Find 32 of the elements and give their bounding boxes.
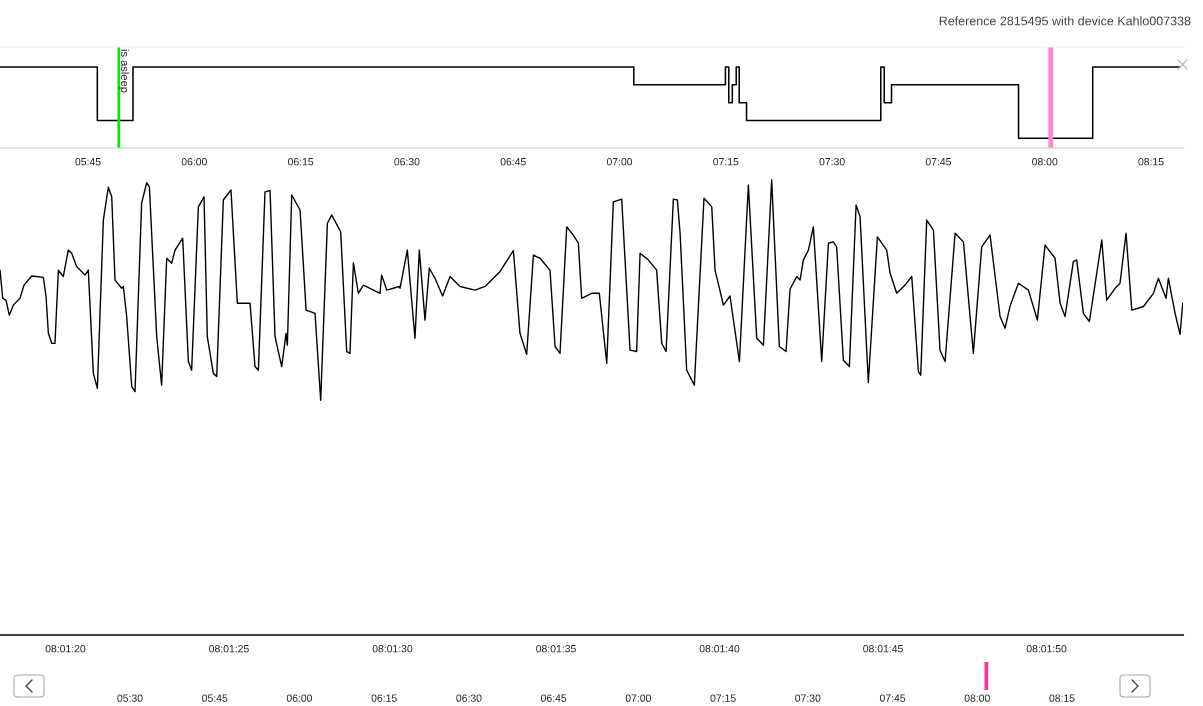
x-tick-label: 08:01:45 [863, 645, 903, 653]
x-tick-label: 06:45 [541, 694, 567, 702]
x-tick-label: 06:15 [287, 158, 314, 166]
x-tick-label: 07:00 [625, 694, 651, 702]
x-tick-label: 06:15 [371, 694, 397, 702]
x-tick-label: 07:30 [819, 158, 845, 166]
x-tick-label: 06:30 [456, 694, 482, 702]
x-tick-label: 08:01:40 [699, 645, 740, 653]
x-tick-label: 08:01:50 [1026, 645, 1067, 653]
x-tick-label: 07:00 [606, 158, 633, 166]
chart-title: Reference 2815495 with device Kahlo007338 [939, 16, 1191, 26]
x-tick-label: 08:01:20 [45, 645, 86, 653]
x-tick-label: 08:15 [1138, 158, 1164, 166]
x-tick-label: 08:00 [964, 694, 990, 702]
x-tick-label: 06:45 [500, 158, 526, 166]
x-tick-label: 08:00 [1032, 158, 1058, 166]
x-tick-label: 08:01:30 [372, 645, 413, 653]
x-tick-label: 08:01:35 [536, 645, 576, 653]
x-tick-label: 05:45 [202, 694, 228, 702]
x-tick-label: 07:45 [879, 694, 906, 702]
x-tick-label: 05:30 [117, 694, 143, 702]
x-tick-label: 06:00 [181, 158, 207, 166]
ref-line-label: is asleep [118, 49, 130, 93]
x-tick-label: 07:15 [713, 158, 739, 166]
x-tick-label: 07:15 [710, 694, 736, 702]
x-tick-label: 08:01:25 [209, 645, 249, 653]
x-tick-label: 06:30 [394, 158, 420, 166]
x-tick-label: 07:45 [925, 158, 952, 166]
x-tick-label: 08:15 [1049, 694, 1075, 702]
x-tick-label: 07:30 [795, 694, 821, 702]
x-tick-label: 05:45 [75, 158, 101, 166]
x-tick-label: 06:00 [286, 694, 313, 702]
